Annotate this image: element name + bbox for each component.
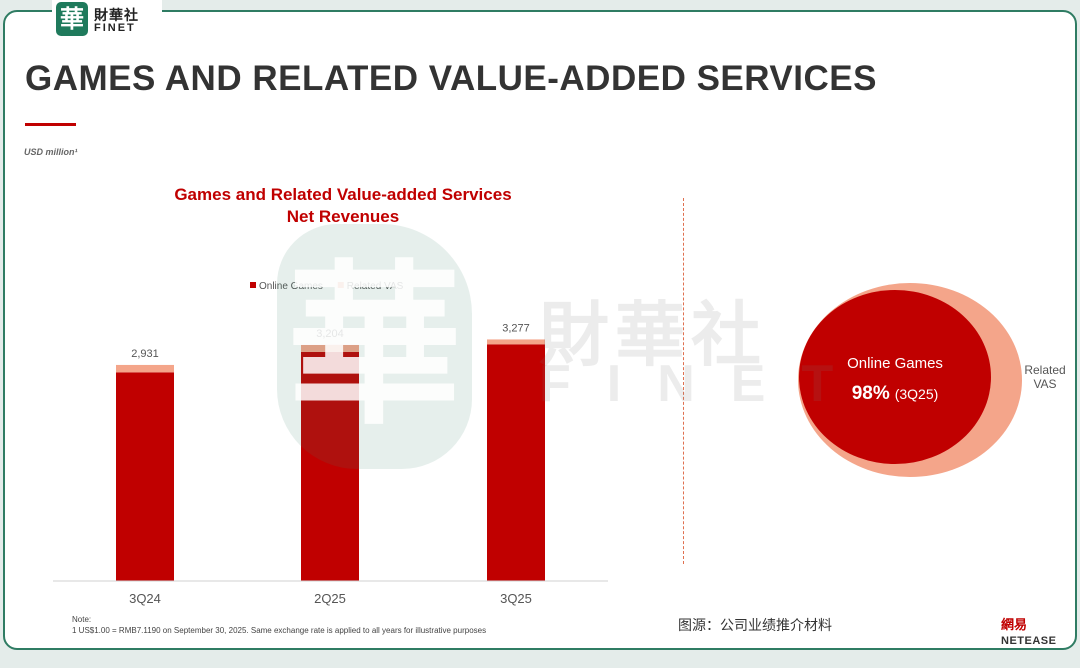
bar-2Q25-0 bbox=[301, 351, 359, 581]
bar-3Q25-1 bbox=[487, 339, 545, 345]
footnote: Note: 1 US$1.00 = RMB7.1190 on September… bbox=[72, 614, 486, 636]
title-underline bbox=[25, 123, 76, 126]
inner-value-pct: 98% bbox=[852, 383, 890, 404]
finet-seal-icon: 華 bbox=[56, 2, 88, 36]
bar-total-label-2Q25: 3,204 bbox=[316, 328, 344, 340]
inner-value: 98% (3Q25) bbox=[852, 383, 939, 404]
finet-logo: 華 財華社 FINET bbox=[52, 0, 162, 40]
legend-swatch-0 bbox=[250, 282, 256, 288]
x-tick-2Q25: 2Q25 bbox=[314, 591, 346, 606]
bar-total-label-3Q25: 3,277 bbox=[502, 322, 530, 334]
netease-logo-en: NETEASE bbox=[1001, 635, 1057, 647]
x-tick-3Q25: 3Q25 bbox=[500, 591, 532, 606]
netease-logo: 網易 NETEASE bbox=[1001, 614, 1075, 648]
footnote-text: 1 US$1.00 = RMB7.1190 on September 30, 2… bbox=[72, 626, 487, 635]
slide-title: GAMES AND RELATED VALUE-ADDED SERVICES bbox=[25, 59, 877, 98]
legend-label-1: Related VAS bbox=[347, 281, 404, 292]
footnote-label: Note: bbox=[72, 615, 92, 624]
legend-label-0: Online Games bbox=[259, 281, 323, 292]
bar-total-label-3Q24: 2,931 bbox=[131, 348, 159, 360]
inner-value-period: (3Q25) bbox=[895, 386, 939, 402]
bar-group: 2,931 3,204 3,277 bbox=[116, 322, 545, 581]
finet-logo-en: FINET bbox=[94, 22, 136, 34]
section-divider bbox=[683, 198, 684, 564]
chart-title-line-2: Net Revenues bbox=[287, 207, 399, 226]
finet-logo-cn: 財華社 bbox=[94, 8, 139, 24]
inner-label: Online Games bbox=[847, 355, 943, 372]
outer-label-line-1: VAS bbox=[1033, 377, 1056, 391]
legend-swatch-1 bbox=[337, 282, 344, 288]
bar-3Q24-0 bbox=[116, 372, 174, 581]
chart-legend: Online Games Related VAS bbox=[250, 281, 404, 292]
netease-logo-cn: 網易 bbox=[1001, 618, 1028, 633]
bar-3Q24-1 bbox=[116, 364, 174, 373]
slice-online-games bbox=[799, 290, 991, 464]
outer-label-line-0: Related bbox=[1024, 363, 1065, 377]
x-tick-labels: 3Q24 2Q25 3Q25 bbox=[129, 591, 532, 606]
image-source: 图源：公司业绩推介材料 bbox=[678, 618, 832, 634]
bar-3Q25-0 bbox=[487, 344, 545, 581]
chart-title-line-1: Games and Related Value-added Services bbox=[174, 185, 511, 204]
bar-2Q25-1 bbox=[301, 344, 359, 352]
slide-card: GAMES AND RELATED VALUE-ADDED SERVICES U… bbox=[3, 10, 1077, 650]
unit-label: USD million¹ bbox=[24, 147, 78, 157]
x-tick-3Q24: 3Q24 bbox=[129, 591, 161, 606]
bar-chart: Games and Related Value-added Services N… bbox=[53, 185, 608, 606]
